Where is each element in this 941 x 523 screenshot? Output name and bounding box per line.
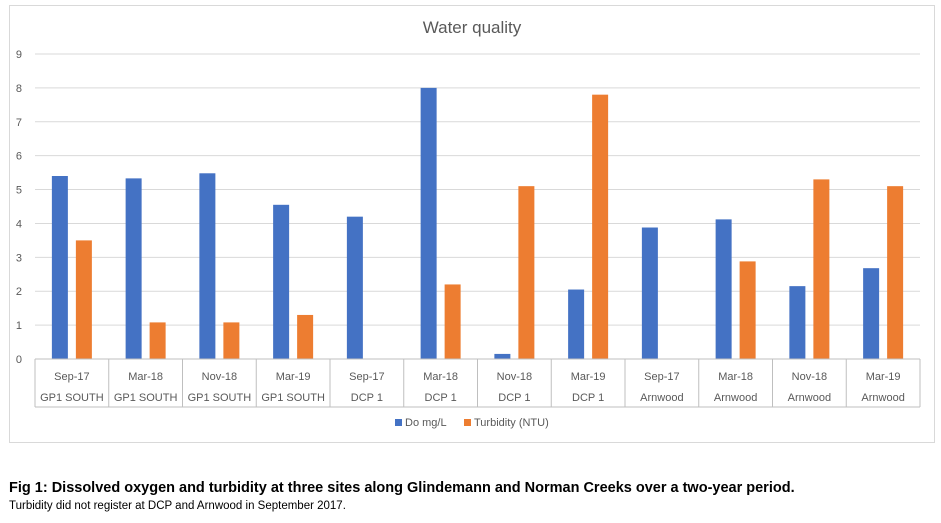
x-tick-label-date: Nov-18: [497, 371, 532, 383]
bar-turbidity: [444, 284, 461, 359]
y-tick-label: 1: [16, 320, 22, 332]
bar-do: [863, 268, 880, 359]
legend-swatch-turbidity: [464, 419, 471, 426]
bar-do: [494, 353, 511, 359]
bar-do: [789, 286, 806, 359]
bar-turbidity: [297, 314, 314, 359]
chart-area: [9, 5, 935, 443]
bar-turbidity: [739, 261, 756, 359]
figure-caption-title: Fig 1: Dissolved oxygen and turbidity at…: [9, 480, 795, 496]
bar-turbidity: [518, 186, 535, 359]
x-tick-label-date: Sep-17: [349, 371, 384, 383]
bar-turbidity: [592, 94, 609, 360]
x-tick-label-site: Arnwood: [714, 392, 757, 404]
x-tick-label-date: Mar-19: [866, 371, 901, 383]
x-tick-label-site: Arnwood: [640, 392, 683, 404]
y-tick-label: 0: [16, 354, 22, 366]
x-tick-label-site: GP1 SOUTH: [114, 392, 178, 404]
x-tick-label-site: GP1 SOUTH: [188, 392, 252, 404]
y-tick-label: 3: [16, 252, 22, 264]
bar-do: [199, 173, 216, 359]
bar-do: [715, 219, 732, 359]
figure-caption-note: Turbidity did not register at DCP and Ar…: [9, 500, 346, 512]
x-tick-label-date: Nov-18: [792, 371, 827, 383]
x-tick-label-date: Nov-18: [202, 371, 237, 383]
x-tick-label-site: Arnwood: [861, 392, 904, 404]
x-tick-label-site: DCP 1: [351, 392, 383, 404]
x-tick-label-site: DCP 1: [572, 392, 604, 404]
x-tick-label-site: GP1 SOUTH: [40, 392, 104, 404]
x-tick-label-site: DCP 1: [425, 392, 457, 404]
x-tick-label-date: Mar-19: [571, 371, 606, 383]
bar-do: [346, 216, 363, 359]
bar-turbidity: [149, 322, 166, 359]
bar-do: [568, 289, 585, 359]
y-tick-label: 9: [16, 49, 22, 61]
x-tick-label-site: DCP 1: [498, 392, 530, 404]
y-tick-label: 2: [16, 286, 22, 298]
y-tick-label: 5: [16, 185, 22, 197]
legend-swatch-do: [395, 419, 402, 426]
x-tick-label-date: Sep-17: [54, 371, 89, 383]
x-tick-label-date: Mar-18: [423, 371, 458, 383]
y-tick-label: 8: [16, 83, 22, 95]
bar-do: [273, 204, 290, 359]
bar-turbidity: [223, 322, 240, 359]
x-tick-label-date: Mar-19: [276, 371, 311, 383]
x-tick-label-site: GP1 SOUTH: [261, 392, 325, 404]
bar-do: [420, 87, 437, 359]
bar-turbidity: [75, 240, 92, 359]
y-tick-label: 6: [16, 151, 22, 163]
y-tick-label: 7: [16, 117, 22, 129]
x-tick-label-site: Arnwood: [788, 392, 831, 404]
x-tick-label-date: Mar-18: [718, 371, 753, 383]
bar-turbidity: [813, 179, 830, 359]
x-tick-label-date: Sep-17: [644, 371, 679, 383]
legend-label-turbidity: Turbidity (NTU): [474, 417, 549, 429]
bar-do: [125, 178, 142, 359]
x-tick-label-date: Mar-18: [128, 371, 163, 383]
y-tick-label: 4: [16, 218, 22, 230]
legend-label-do: Do mg/L: [405, 417, 447, 429]
chart-title: Water quality: [423, 18, 522, 37]
bar-turbidity: [887, 186, 904, 359]
bar-do: [51, 176, 68, 359]
bar-do: [641, 227, 658, 359]
